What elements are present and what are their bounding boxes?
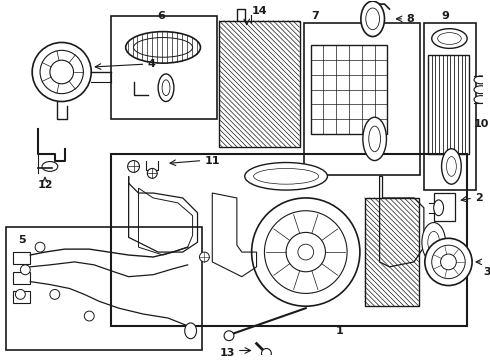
Ellipse shape bbox=[199, 252, 209, 262]
Ellipse shape bbox=[50, 60, 74, 84]
Ellipse shape bbox=[363, 117, 387, 161]
Ellipse shape bbox=[84, 311, 94, 321]
Bar bbox=[311, 45, 388, 134]
Ellipse shape bbox=[441, 254, 456, 270]
Ellipse shape bbox=[422, 222, 445, 262]
Ellipse shape bbox=[16, 289, 25, 299]
Ellipse shape bbox=[245, 162, 327, 190]
Ellipse shape bbox=[366, 8, 380, 30]
Ellipse shape bbox=[35, 242, 45, 252]
Ellipse shape bbox=[432, 245, 465, 279]
Bar bbox=[13, 292, 30, 303]
Ellipse shape bbox=[369, 126, 381, 152]
Ellipse shape bbox=[252, 198, 360, 306]
Bar bbox=[304, 23, 420, 175]
Ellipse shape bbox=[262, 348, 271, 358]
Ellipse shape bbox=[446, 157, 456, 176]
Ellipse shape bbox=[185, 323, 196, 339]
Bar bbox=[13, 272, 30, 284]
Text: 1: 1 bbox=[335, 326, 343, 336]
Text: 11: 11 bbox=[204, 156, 220, 166]
Bar bbox=[434, 193, 455, 221]
Text: 9: 9 bbox=[441, 11, 449, 21]
Ellipse shape bbox=[42, 162, 58, 171]
Bar bbox=[111, 154, 467, 326]
Text: 14: 14 bbox=[252, 6, 267, 16]
Ellipse shape bbox=[265, 211, 347, 293]
Text: 13: 13 bbox=[220, 348, 235, 359]
Ellipse shape bbox=[474, 76, 488, 84]
Ellipse shape bbox=[425, 238, 472, 285]
Text: 12: 12 bbox=[37, 180, 53, 190]
Text: 2: 2 bbox=[475, 193, 483, 203]
Ellipse shape bbox=[147, 168, 157, 178]
Ellipse shape bbox=[432, 29, 467, 48]
Text: 4: 4 bbox=[147, 59, 155, 69]
Ellipse shape bbox=[434, 200, 443, 216]
Ellipse shape bbox=[162, 80, 170, 96]
Ellipse shape bbox=[474, 86, 488, 94]
Bar bbox=[424, 23, 476, 190]
Bar bbox=[365, 198, 419, 306]
Bar bbox=[111, 16, 217, 119]
Text: 5: 5 bbox=[19, 235, 26, 246]
Ellipse shape bbox=[21, 265, 30, 275]
Bar bbox=[219, 21, 300, 147]
Bar bbox=[13, 252, 30, 264]
Ellipse shape bbox=[32, 42, 91, 102]
Ellipse shape bbox=[158, 74, 174, 102]
Bar bbox=[5, 228, 202, 351]
Ellipse shape bbox=[224, 331, 234, 341]
Ellipse shape bbox=[428, 231, 440, 253]
Ellipse shape bbox=[438, 33, 461, 44]
Ellipse shape bbox=[298, 244, 314, 260]
Text: 10: 10 bbox=[473, 119, 489, 129]
Ellipse shape bbox=[50, 289, 60, 299]
Bar bbox=[428, 55, 469, 154]
Ellipse shape bbox=[125, 32, 200, 63]
Ellipse shape bbox=[361, 1, 385, 37]
Ellipse shape bbox=[127, 161, 140, 172]
Ellipse shape bbox=[286, 233, 325, 272]
Text: 6: 6 bbox=[157, 11, 165, 21]
Text: 8: 8 bbox=[406, 14, 414, 24]
Text: 7: 7 bbox=[312, 11, 319, 21]
Ellipse shape bbox=[474, 96, 488, 103]
Ellipse shape bbox=[254, 168, 318, 184]
Text: 3: 3 bbox=[483, 267, 490, 277]
Ellipse shape bbox=[40, 50, 83, 94]
Ellipse shape bbox=[441, 149, 461, 184]
Ellipse shape bbox=[134, 37, 193, 57]
